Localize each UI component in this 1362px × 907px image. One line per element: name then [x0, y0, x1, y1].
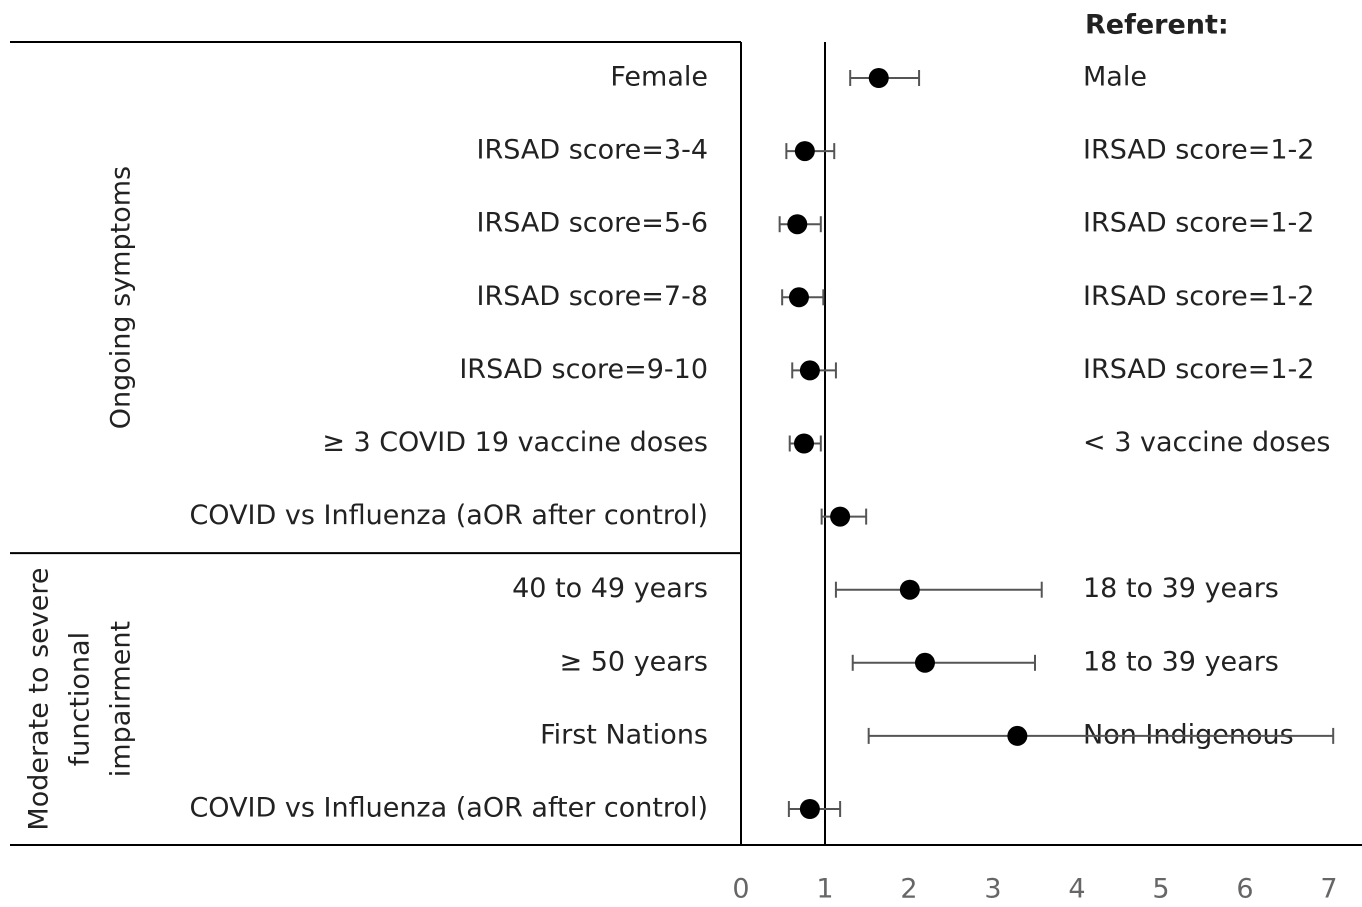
row-label: COVID vs Influenza (aOR after control)	[189, 500, 708, 531]
row-label: 40 to 49 years	[512, 573, 708, 604]
row-label: COVID vs Influenza (aOR after control)	[189, 793, 708, 824]
estimate-point	[799, 360, 820, 381]
x-tick-label: 2	[900, 874, 917, 904]
referent-label: IRSAD score=1-2	[1083, 208, 1314, 239]
group-label: Moderate to severe	[24, 568, 55, 831]
row-label: IRSAD score=7-8	[477, 281, 708, 312]
referent-label: IRSAD score=1-2	[1083, 354, 1314, 385]
group-label: impairment	[106, 621, 137, 777]
x-tick-label: 1	[816, 874, 833, 904]
x-tick-label: 6	[1236, 874, 1253, 904]
group-label: Ongoing symptoms	[106, 166, 137, 429]
estimate-point	[794, 433, 814, 454]
row-label: IRSAD score=3-4	[477, 135, 708, 166]
estimate-point	[1007, 725, 1028, 746]
referent-label: 18 to 39 years	[1083, 646, 1279, 677]
referent-label: < 3 vaccine doses	[1083, 427, 1330, 458]
x-tick-label: 4	[1068, 874, 1085, 904]
row-label: First Nations	[540, 719, 708, 750]
row-label: IRSAD score=9-10	[459, 354, 708, 385]
x-tick-label: 7	[1320, 874, 1337, 904]
estimate-point	[830, 506, 851, 527]
group-label: functional	[65, 632, 96, 766]
referent-label: IRSAD score=1-2	[1083, 281, 1314, 312]
row-label: IRSAD score=5-6	[477, 208, 708, 239]
referent-label: IRSAD score=1-2	[1083, 135, 1314, 166]
x-tick-label: 5	[1152, 874, 1169, 904]
row-label: ≥ 3 COVID 19 vaccine doses	[322, 427, 708, 458]
estimate-point	[899, 579, 920, 600]
estimate-point	[787, 214, 808, 235]
referent-label: Male	[1083, 62, 1147, 93]
row-label: ≥ 50 years	[560, 646, 708, 677]
referent-header: Referent:	[1085, 10, 1229, 41]
estimate-point	[799, 799, 820, 819]
x-tick-label: 0	[732, 874, 749, 904]
estimate-point	[914, 652, 935, 673]
estimate-point	[868, 68, 889, 88]
row-label: Female	[610, 62, 708, 93]
estimate-point	[794, 141, 815, 162]
referent-label: 18 to 39 years	[1083, 573, 1279, 604]
estimate-point	[788, 287, 809, 308]
x-tick-label: 3	[984, 874, 1001, 904]
